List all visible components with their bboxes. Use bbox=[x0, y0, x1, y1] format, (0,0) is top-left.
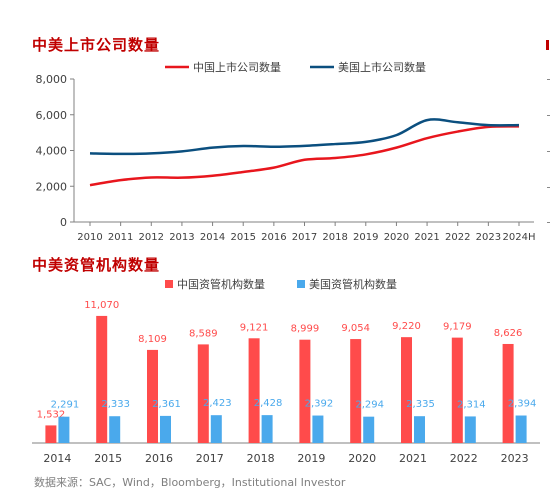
x-tick-label: 2021 bbox=[414, 232, 439, 243]
y-tick-label: 0 bbox=[60, 216, 67, 229]
bar-x-tick-label: 2016 bbox=[145, 452, 173, 465]
legend-label: 中国上市公司数量 bbox=[193, 60, 281, 74]
us-am-bar bbox=[312, 415, 324, 443]
bar-x-tick-label: 2022 bbox=[450, 452, 478, 465]
us-am-data-label: 2,361 bbox=[152, 399, 181, 410]
x-tick-label: 2010 bbox=[77, 232, 102, 243]
x-tick-label: 2011 bbox=[108, 232, 133, 243]
edge-tick bbox=[547, 151, 550, 152]
bar-x-tick-label: 2019 bbox=[297, 452, 325, 465]
us-am-data-label: 2,423 bbox=[203, 398, 232, 409]
bar-x-tick-label: 2023 bbox=[501, 452, 529, 465]
china-am-bar bbox=[451, 337, 463, 443]
china-am-data-label: 9,220 bbox=[392, 321, 421, 332]
y-tick-label: 8,000 bbox=[36, 73, 68, 86]
us-am-data-label: 2,294 bbox=[355, 400, 384, 411]
edge-tick bbox=[547, 222, 550, 223]
x-tick-label: 2017 bbox=[292, 232, 317, 243]
x-tick-label: 2024H bbox=[503, 232, 536, 243]
us-am-data-label: 2,335 bbox=[406, 399, 435, 410]
y-tick-label: 4,000 bbox=[36, 145, 68, 158]
bar-x-tick-label: 2015 bbox=[94, 452, 122, 465]
us-am-data-label: 2,291 bbox=[51, 400, 80, 411]
us-am-data-label: 2,394 bbox=[508, 399, 537, 410]
x-tick-label: 2023 bbox=[476, 232, 501, 243]
legend-label: 美国上市公司数量 bbox=[338, 60, 426, 74]
china-am-data-label: 1,532 bbox=[37, 409, 66, 420]
legend-label: 美国资管机构数量 bbox=[309, 277, 397, 291]
us-am-data-label: 2,392 bbox=[305, 399, 334, 410]
china-am-bar bbox=[401, 337, 412, 443]
china-am-bar bbox=[45, 425, 57, 443]
china-am-data-label: 9,179 bbox=[443, 322, 472, 333]
x-tick-label: 2015 bbox=[230, 232, 255, 243]
x-tick-label: 2019 bbox=[353, 232, 378, 243]
edge-tick bbox=[547, 115, 550, 116]
china-listed-line bbox=[89, 125, 520, 187]
legend-label: 中国资管机构数量 bbox=[177, 277, 265, 291]
china-am-data-label: 8,626 bbox=[494, 328, 523, 339]
edge-tick bbox=[547, 79, 550, 80]
china-am-bar bbox=[502, 343, 514, 443]
china-am-data-label: 9,121 bbox=[240, 322, 269, 333]
x-tick-label: 2018 bbox=[322, 232, 347, 243]
us-am-data-label: 2,428 bbox=[254, 398, 283, 409]
bar-x-tick-label: 2018 bbox=[247, 452, 275, 465]
china-am-bar bbox=[248, 338, 260, 443]
bar-x-tick-label: 2020 bbox=[348, 452, 376, 465]
bar-x-tick-label: 2021 bbox=[399, 452, 427, 465]
us-am-bar bbox=[109, 416, 121, 443]
bar-x-tick-label: 2017 bbox=[196, 452, 224, 465]
china-am-bar bbox=[350, 339, 362, 443]
x-tick-label: 2014 bbox=[200, 232, 225, 243]
china-am-data-label: 8,109 bbox=[138, 334, 167, 345]
bar-chart-title: 中美资管机构数量 bbox=[32, 256, 161, 274]
x-tick-label: 2022 bbox=[445, 232, 470, 243]
us-am-bar bbox=[363, 416, 375, 443]
us-am-bar bbox=[160, 415, 171, 443]
line-chart-title: 中美上市公司数量 bbox=[32, 36, 161, 54]
us-am-bar bbox=[261, 415, 273, 443]
us-am-bar bbox=[58, 416, 70, 443]
y-tick-label: 2,000 bbox=[36, 180, 68, 193]
china-am-bar bbox=[96, 315, 108, 443]
china-am-data-label: 9,054 bbox=[341, 323, 370, 334]
x-tick-label: 2016 bbox=[261, 232, 286, 243]
china-am-bar bbox=[147, 349, 158, 443]
china-am-data-label: 11,070 bbox=[84, 300, 119, 311]
edge-mark bbox=[546, 40, 549, 50]
us-am-bar bbox=[414, 416, 425, 443]
china-am-data-label: 8,589 bbox=[189, 328, 218, 339]
x-tick-label: 2013 bbox=[169, 232, 194, 243]
x-tick-label: 2012 bbox=[139, 232, 164, 243]
edge-tick bbox=[547, 187, 550, 188]
china-am-bar bbox=[197, 344, 209, 443]
x-tick-label: 2020 bbox=[384, 232, 409, 243]
us-am-bar bbox=[515, 415, 527, 443]
us-am-data-label: 2,314 bbox=[457, 399, 486, 410]
bar-x-tick-label: 2014 bbox=[43, 452, 71, 465]
us-am-bar bbox=[464, 416, 476, 443]
legend-swatch bbox=[165, 280, 173, 288]
data-source-footer: 数据来源：SAC，Wind，Bloomberg，Institutional In… bbox=[34, 476, 346, 489]
china-am-bar bbox=[299, 339, 311, 443]
china-am-data-label: 8,999 bbox=[291, 324, 320, 335]
us-am-data-label: 2,333 bbox=[101, 399, 130, 410]
legend-swatch bbox=[297, 280, 305, 288]
us-listed-line bbox=[89, 118, 520, 156]
us-am-bar bbox=[210, 415, 222, 443]
y-tick-label: 6,000 bbox=[36, 109, 68, 122]
